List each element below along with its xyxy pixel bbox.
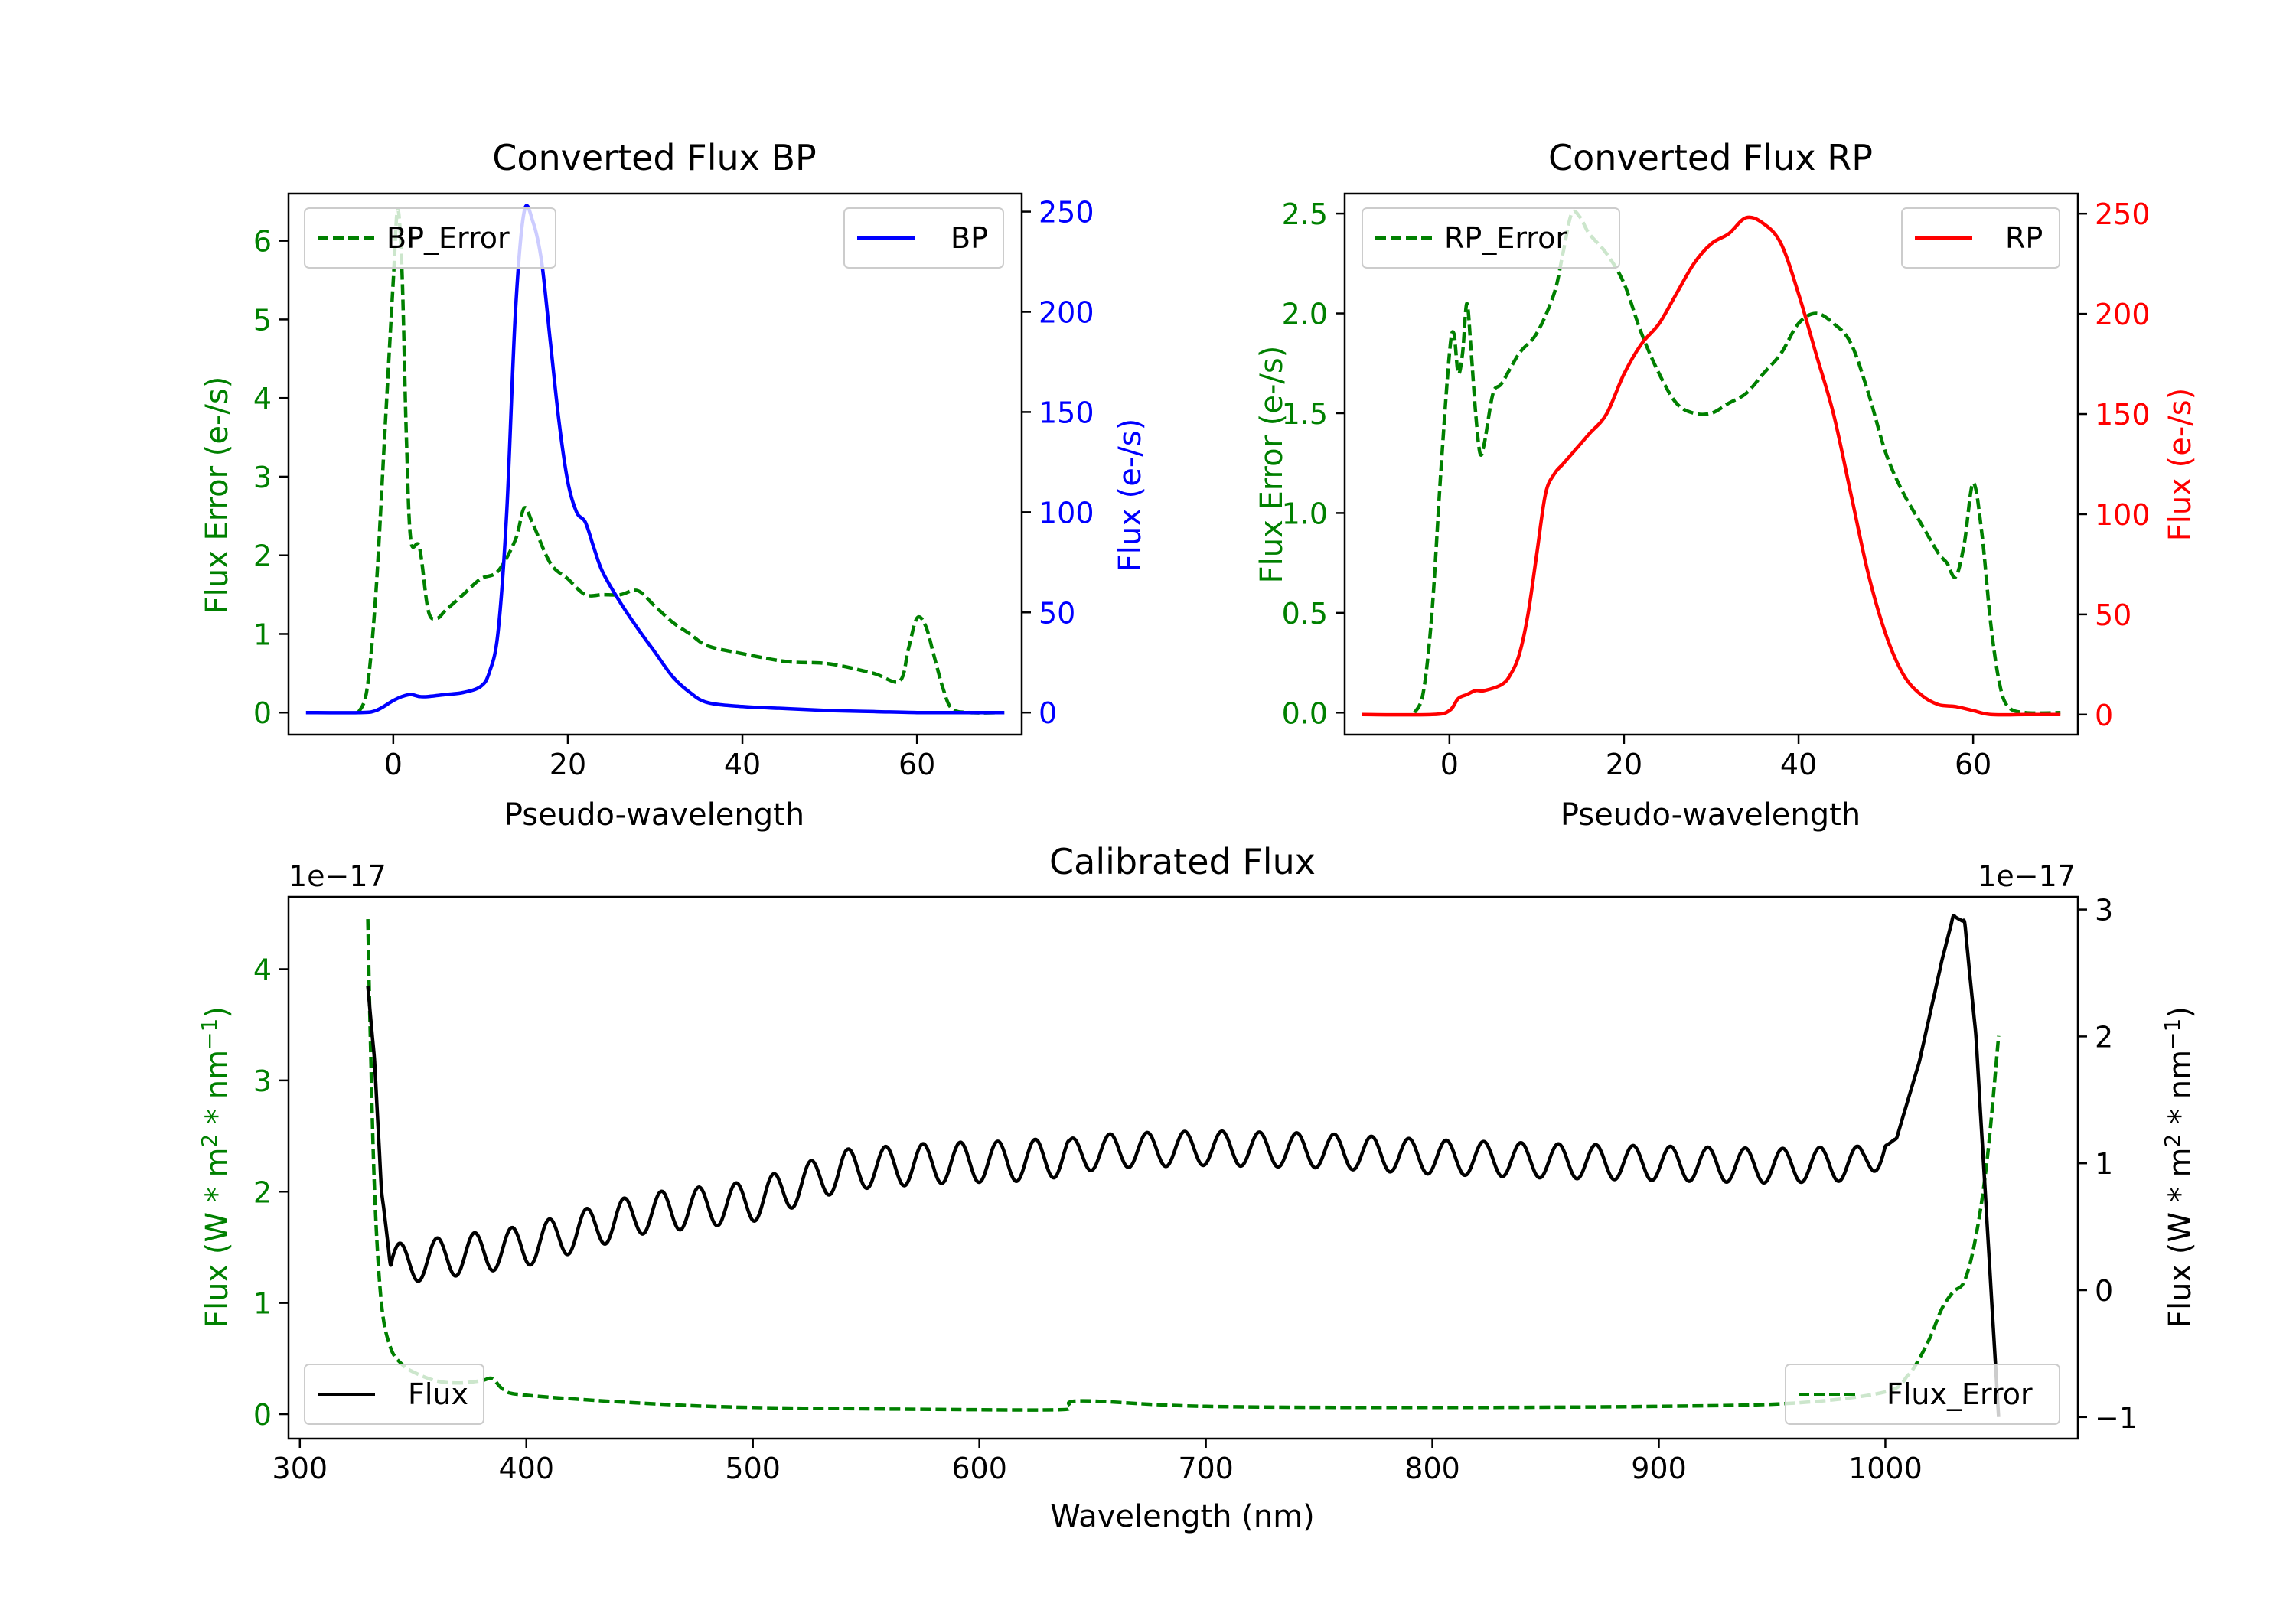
right-y-tick-label: 150 — [2095, 398, 2151, 432]
cal-left-offset: 1e−17 — [289, 859, 386, 893]
left-y-tick-label: 6 — [253, 225, 272, 259]
right-y-tick-label: 3 — [2095, 894, 2113, 927]
legend-box — [1901, 207, 2060, 269]
bp-title: Converted Flux BP — [492, 137, 817, 178]
rp-series — [1362, 209, 2061, 717]
rp-plot-area: 0 20 40 60 0.0 0.5 1.0 1.5 2.0 2.5 0 50 100 150 200 250 — [1282, 192, 2151, 781]
x-tick-label: 60 — [1955, 748, 1991, 781]
right-y-tick-label: 250 — [1039, 196, 1094, 230]
rp-legend-left: RP_Error — [1362, 207, 1620, 269]
rp-xlabel: Pseudo-wavelength — [1561, 797, 1861, 833]
panel-calibrated: Calibrated Flux 1e−17 1e−17 300 400 500 600… — [197, 841, 2198, 1534]
series-flux — [366, 914, 2001, 1417]
rp-left-ylabel: Flux Error (e-/s) — [1254, 346, 1290, 584]
cal-title: Calibrated Flux — [1049, 841, 1316, 882]
right-y-tick-label: 0 — [2095, 699, 2113, 732]
x-tick-label: 1000 — [1848, 1452, 1923, 1485]
cal-right-offset: 1e−17 — [1978, 859, 2076, 893]
left-y-tick-label: 2 — [253, 1175, 272, 1209]
left-y-tick-label: 5 — [253, 303, 272, 337]
x-tick-label: 0 — [384, 748, 403, 781]
x-tick-label: 400 — [498, 1452, 554, 1485]
left-y-tick-label: 1 — [253, 1287, 272, 1321]
left-y-tick-label: 3 — [253, 461, 272, 494]
rp-legend-right: RP — [1901, 207, 2060, 269]
x-tick-label: 40 — [724, 748, 761, 781]
right-y-tick-label: 200 — [1039, 295, 1094, 329]
legend-box — [1362, 207, 1620, 269]
panel-bp: Converted Flux BP 0 20 40 60012345605010015… — [200, 137, 1148, 833]
right-y-tick-label: 1 — [2095, 1147, 2113, 1181]
x-tick-label: 700 — [1178, 1452, 1234, 1485]
x-tick-label: 40 — [1780, 748, 1817, 781]
cal-right-ylabel: Flux (W * m2 * nm−1) — [2160, 1006, 2198, 1328]
legend-box — [1785, 1364, 2060, 1425]
bp-xlabel: Pseudo-wavelength — [504, 797, 804, 833]
bp-right-ylabel: Flux (e-/s) — [1113, 419, 1148, 572]
left-y-tick-label: 4 — [253, 382, 272, 416]
legend-box — [843, 207, 1004, 269]
legend-box — [304, 1364, 484, 1425]
x-tick-label: 600 — [951, 1452, 1007, 1485]
bp-legend-right: BP — [843, 207, 1004, 269]
right-y-tick-label: 0 — [1039, 696, 1057, 730]
series-bp — [305, 204, 1005, 715]
x-tick-label: 20 — [1606, 748, 1642, 781]
x-tick-label: 20 — [550, 748, 586, 781]
series-rp-error — [1413, 209, 2061, 715]
legend-label: RP_Error — [1444, 221, 1567, 255]
left-y-tick-label: 3 — [253, 1064, 272, 1098]
legend-label: BP — [951, 221, 988, 255]
left-y-tick-label: 0 — [253, 1398, 272, 1432]
left-y-tick-label: 0.5 — [1282, 597, 1328, 631]
rp-right-ylabel: Flux (e-/s) — [2163, 388, 2198, 541]
x-tick-label: 300 — [272, 1452, 328, 1485]
cal-legend-right: Flux_Error — [1785, 1364, 2060, 1425]
left-y-tick-label: 1.5 — [1282, 397, 1328, 431]
right-y-tick-label: 50 — [2095, 598, 2131, 632]
left-y-tick-label: 4 — [253, 953, 272, 986]
cal-xlabel: Wavelength (nm) — [1050, 1499, 1315, 1534]
x-tick-label: 60 — [899, 748, 935, 781]
legend-label: BP_Error — [386, 221, 510, 255]
right-y-tick-label: 150 — [1039, 396, 1094, 429]
bp-axes-frame — [287, 192, 1023, 736]
rp-axes-frame — [1343, 192, 2079, 736]
legend-label: RP — [2005, 221, 2043, 255]
right-y-tick-label: 0 — [2095, 1274, 2113, 1308]
cal-legend-left: Flux — [304, 1364, 484, 1425]
left-y-tick-label: 2.0 — [1282, 298, 1328, 331]
right-y-tick-label: 250 — [2095, 197, 2151, 231]
cal-axes-frame — [287, 895, 2079, 1440]
left-y-tick-label: 1.0 — [1282, 497, 1328, 530]
cal-left-ylabel: Flux (W * m2 * nm−1) — [197, 1006, 235, 1328]
x-tick-label: 800 — [1404, 1452, 1460, 1485]
bp-legend-left: BP_Error — [304, 207, 556, 269]
cal-plot-area: 300 400 500 600 700 800 900 1000 0 1 2 3 4 −1 0 1 2 3 — [253, 894, 2138, 1485]
right-y-tick-label: 50 — [1039, 596, 1075, 630]
legend-label: Flux — [408, 1377, 468, 1411]
left-y-tick-label: 0 — [253, 696, 272, 730]
rp-title: Converted Flux RP — [1548, 137, 1873, 178]
left-y-tick-label: 1 — [253, 618, 272, 651]
right-y-tick-label: 200 — [2095, 298, 2151, 331]
left-y-tick-label: 2 — [253, 539, 272, 573]
right-y-tick-label: 100 — [2095, 498, 2151, 532]
x-tick-label: 0 — [1440, 748, 1459, 781]
bp-left-ylabel: Flux Error (e-/s) — [200, 376, 235, 614]
right-y-tick-label: −1 — [2095, 1401, 2138, 1435]
x-tick-label: 900 — [1631, 1452, 1687, 1485]
panel-rp: Converted Flux RP 0 20 40 60 0.0 0.5 1.0 1.5 2.0… — [1254, 137, 2198, 833]
x-tick-label: 500 — [725, 1452, 781, 1485]
right-y-tick-label: 2 — [2095, 1020, 2113, 1054]
right-y-tick-label: 100 — [1039, 496, 1094, 530]
series-rp — [1362, 215, 2061, 717]
left-y-tick-label: 0.0 — [1282, 696, 1328, 730]
legend-box — [304, 207, 556, 269]
legend-label: Flux_Error — [1887, 1377, 2033, 1411]
left-y-tick-label: 2.5 — [1282, 197, 1328, 231]
